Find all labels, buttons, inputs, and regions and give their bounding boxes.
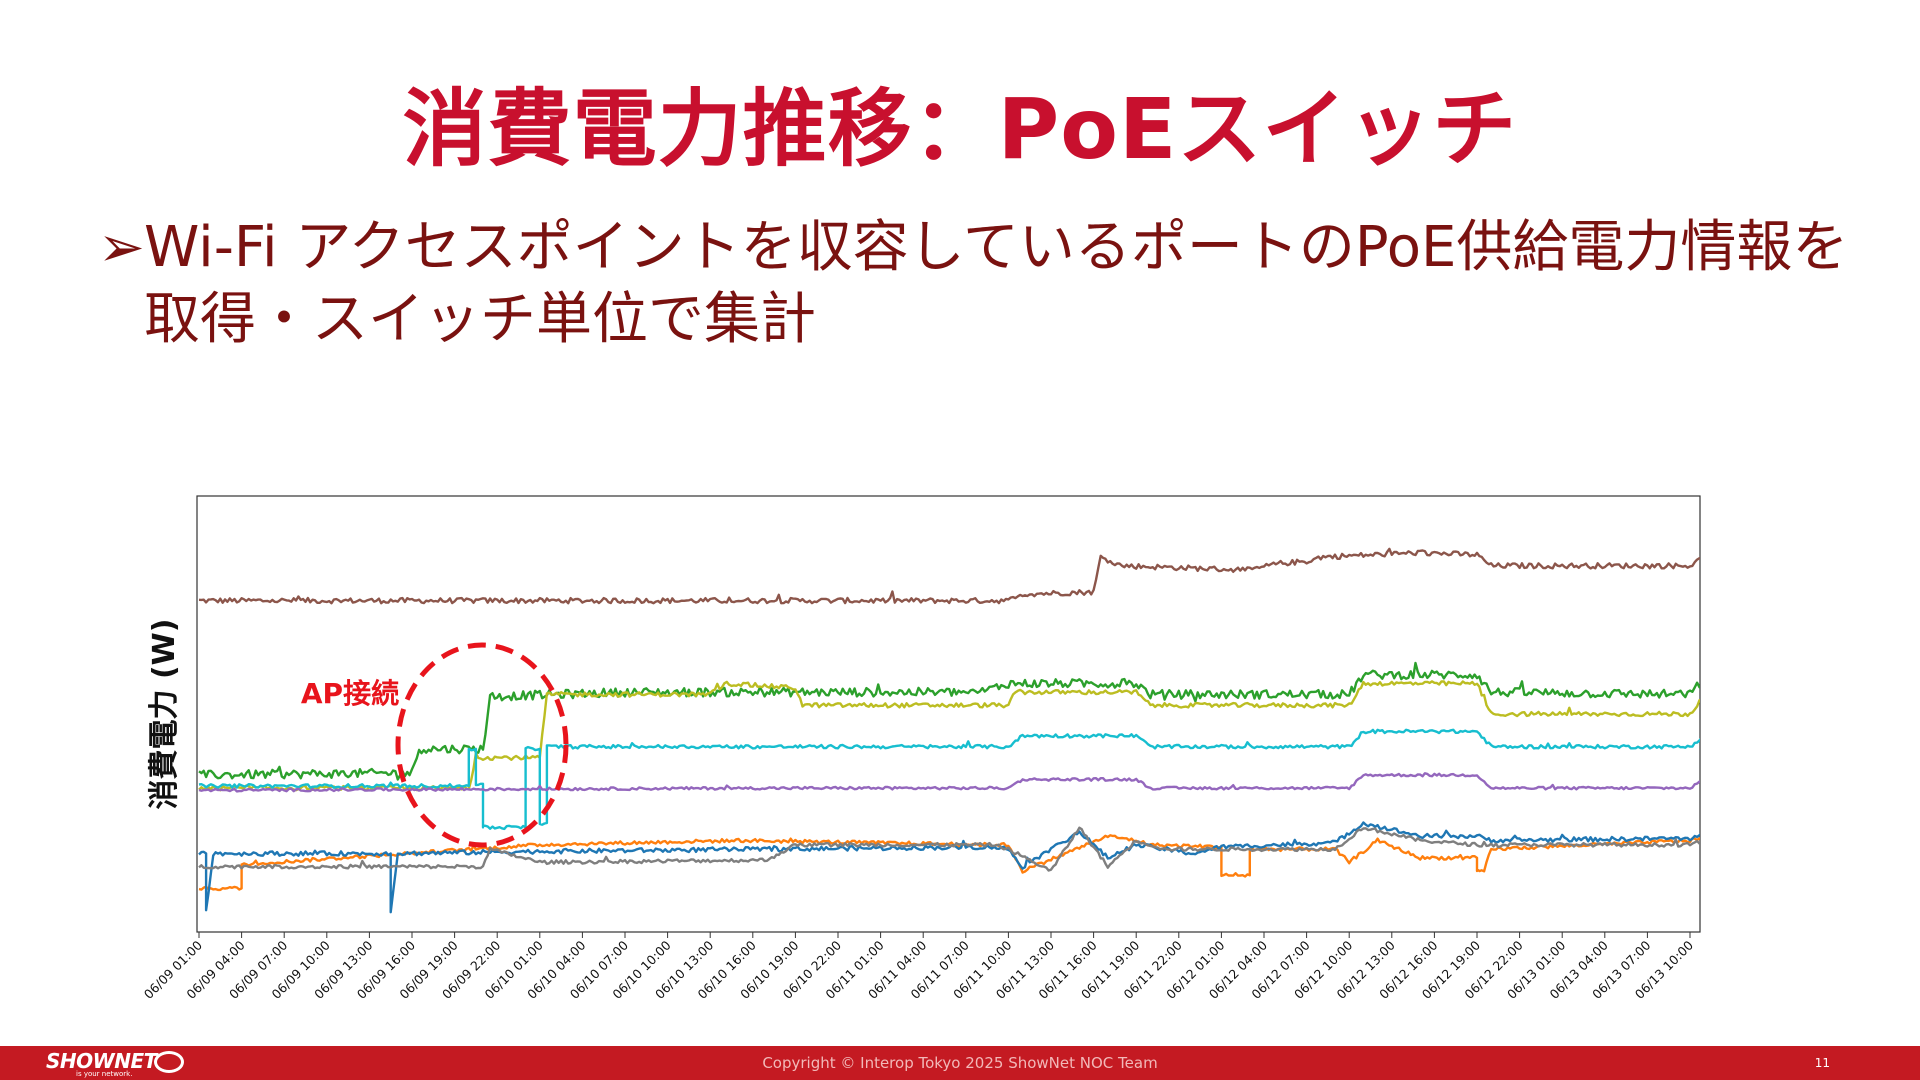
series-line-2	[198, 661, 1700, 781]
bullet-arrow-icon: ➢	[98, 215, 145, 280]
shownet-logo-tagline: is your network.	[76, 1070, 133, 1078]
y-axis-label: 消費電力 (W)	[147, 619, 182, 810]
page-number: 11	[1814, 1056, 1830, 1070]
annotation-circle	[395, 642, 569, 848]
series-line-5	[198, 772, 1700, 793]
series-line-4	[198, 728, 1700, 831]
series-layer	[198, 547, 1700, 914]
copyright-text: Copyright © Interop Tokyo 2025 ShowNet N…	[762, 1054, 1158, 1072]
annotation-label: AP接続	[301, 677, 399, 710]
footer-bar: SHOWNET is your network. Copyright © Int…	[0, 1046, 1920, 1080]
bullet-text: Wi-Fi アクセスポイントを収容しているポートのPoE供給電力情報を取得・スイ…	[144, 215, 1849, 352]
series-line-3	[198, 680, 1700, 792]
series-line-8	[198, 826, 1700, 872]
shownet-logo-mark-icon	[154, 1051, 184, 1073]
series-line-1	[198, 547, 1700, 605]
slide-title: 消費電力推移：PoEスイッチ	[402, 80, 1518, 178]
shownet-logo: SHOWNET	[46, 1049, 157, 1073]
bullet-point: ➢ Wi-Fi アクセスポイントを収容しているポートのPoE供給電力情報を取得・…	[98, 212, 1858, 356]
